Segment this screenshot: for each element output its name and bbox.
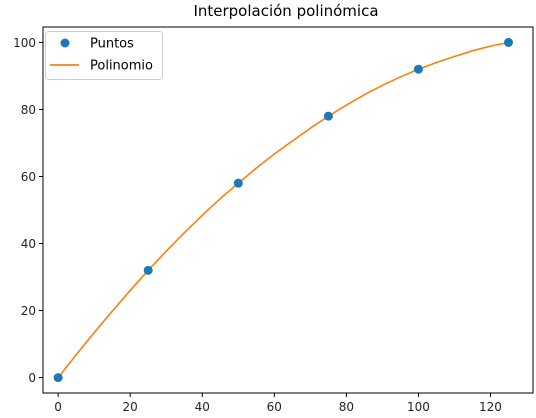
- y-tick-label: 80: [21, 103, 36, 117]
- plot-frame: [42, 26, 534, 394]
- y-axis: 0 20 40 60 80 100: [13, 36, 43, 385]
- data-point: [233, 178, 243, 188]
- x-tick-label: 0: [54, 400, 62, 414]
- legend-label-puntos: Puntos: [90, 37, 134, 52]
- y-tick-label: 20: [21, 304, 36, 318]
- chart-title: Interpolación polinómica: [193, 2, 378, 20]
- x-tick-label: 20: [123, 400, 138, 414]
- data-point: [413, 64, 423, 74]
- x-tick-label: 60: [267, 400, 282, 414]
- data-point: [323, 111, 333, 121]
- y-tick-label: 100: [13, 36, 36, 50]
- data-point: [504, 37, 513, 47]
- x-tick-label: 40: [195, 400, 210, 414]
- legend-box: [45, 31, 163, 80]
- data-point: [143, 265, 153, 275]
- legend-label-polinomio: Polinomio: [90, 59, 153, 74]
- x-axis: 0 20 40 60 80 100 120: [54, 393, 502, 414]
- x-tick-label: 80: [339, 400, 354, 414]
- y-tick-label: 60: [21, 170, 36, 184]
- polinomio-line: [57, 41, 509, 379]
- data-point: [53, 373, 63, 383]
- legend: Puntos Polinomio: [45, 31, 163, 80]
- y-tick-label: 40: [21, 237, 36, 251]
- x-tick-label: 120: [479, 400, 502, 414]
- series-polinomio: [57, 41, 509, 379]
- series-puntos: [53, 37, 513, 383]
- y-tick-label: 0: [28, 371, 36, 385]
- legend-marker-puntos: [60, 38, 70, 48]
- x-tick-label: 100: [407, 400, 430, 414]
- plot-area: [43, 27, 533, 393]
